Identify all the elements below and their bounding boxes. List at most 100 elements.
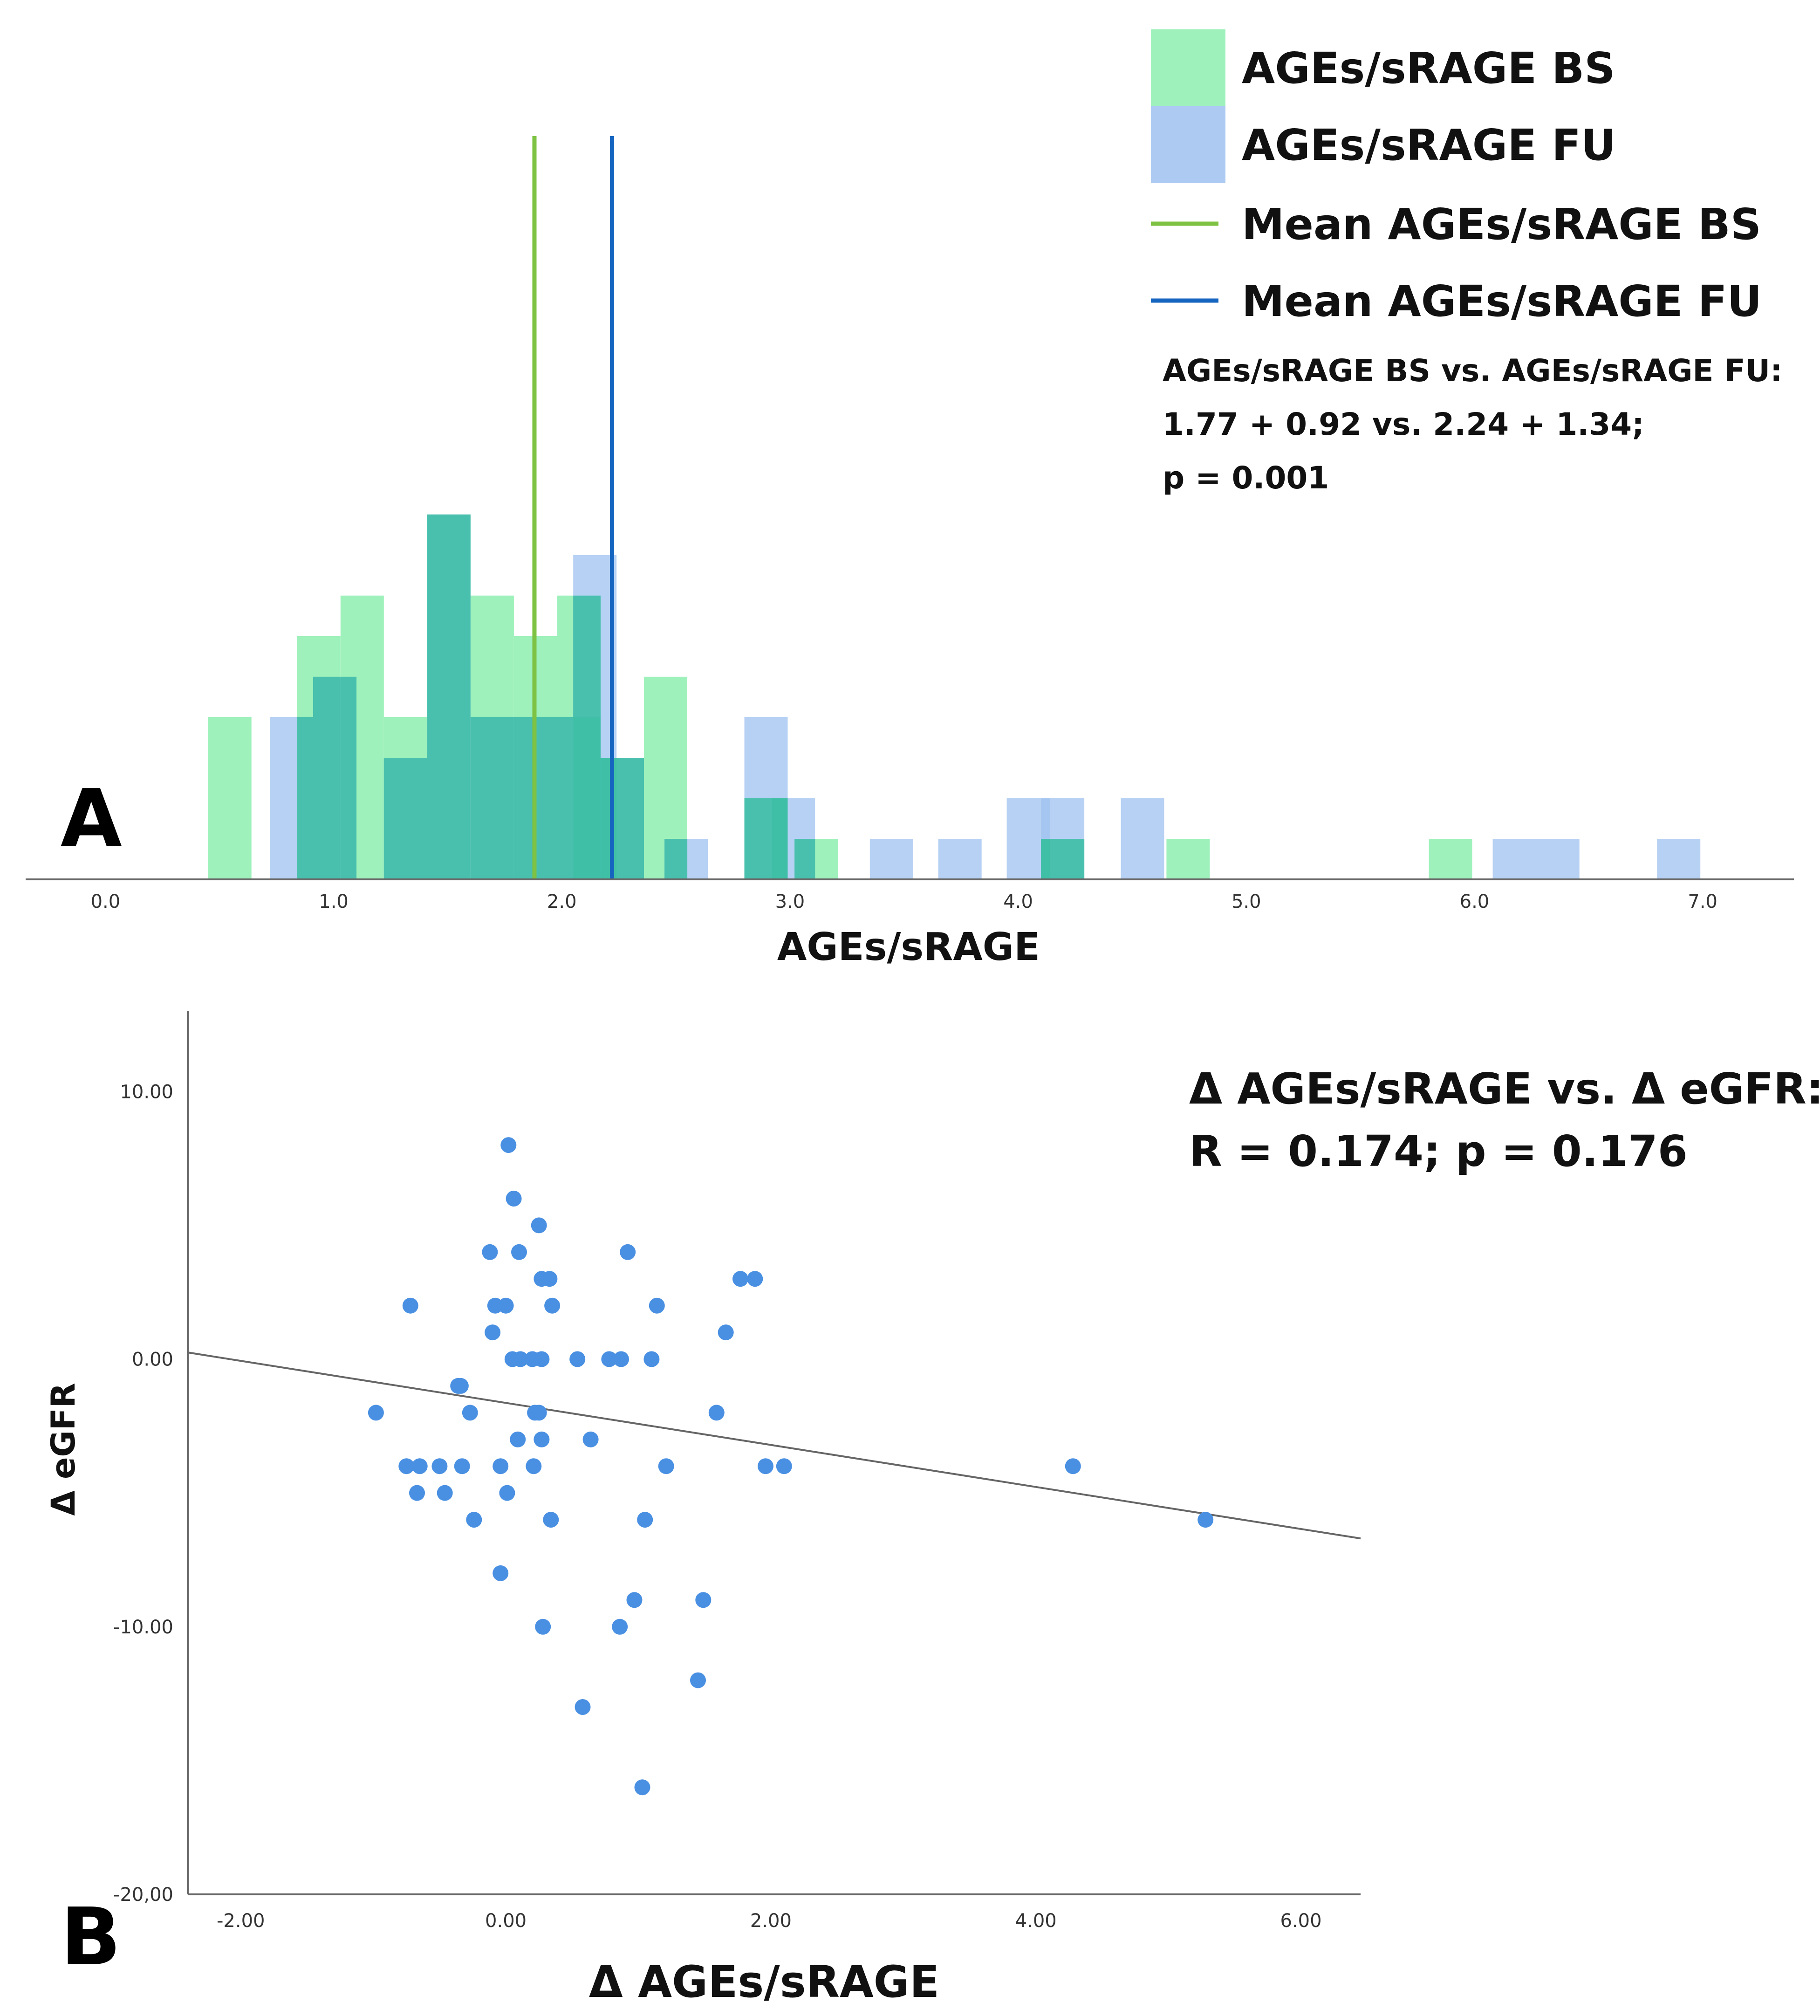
scatter-point: [620, 1244, 636, 1260]
scatter-point: [544, 1297, 561, 1314]
x-axis-title: Δ AGEs/sRAGE: [589, 1957, 939, 2008]
scatter-point: [409, 1485, 425, 1501]
scatter-point: [776, 1458, 792, 1474]
scatter-point: [690, 1672, 706, 1688]
mean-lines: [532, 136, 614, 879]
histogram-bar-fu: [1121, 798, 1164, 879]
histogram-bar-bs: [1429, 839, 1472, 879]
scatter-point: [398, 1458, 415, 1474]
scatter-point: [402, 1297, 418, 1314]
scatter-point: [499, 1485, 515, 1501]
x-tick-label: 4.00: [1015, 1910, 1057, 1932]
scatter-point: [708, 1405, 725, 1421]
scatter-point: [493, 1458, 509, 1474]
comparison-annotation: AGEs/sRAGE BS vs. AGEs/sRAGE FU: 1.77 + …: [1163, 344, 1783, 505]
scatter-point: [482, 1244, 498, 1260]
annotation-line-3: p = 0.001: [1163, 460, 1329, 496]
x-tick-label: 1.0: [319, 891, 349, 912]
scatter-point: [526, 1458, 542, 1474]
scatter-point: [466, 1512, 482, 1528]
histogram-bar-fu: [869, 839, 913, 879]
scatter-point: [758, 1458, 773, 1474]
scatter-point: [511, 1244, 527, 1260]
legend-label: AGEs/sRAGE FU: [1242, 120, 1616, 170]
scatter-point: [569, 1351, 586, 1367]
x-tick-label: 3.0: [775, 891, 805, 912]
x-tick-label: 6.0: [1460, 891, 1490, 912]
scatter-point: [462, 1405, 478, 1421]
scatter-point: [452, 1378, 469, 1394]
regression-line: [187, 1351, 1361, 1540]
scatter-point: [500, 1137, 517, 1153]
scatter-point: [582, 1431, 599, 1447]
annotation-line-1: Δ AGEs/sRAGE vs. Δ eGFR:: [1189, 1064, 1820, 1114]
scatter-point: [506, 1191, 522, 1207]
legend-swatch-fu: [1151, 106, 1225, 183]
y-tick-label: -10.00: [113, 1617, 173, 1638]
x-tick-labels: -2.00 0.00 2.00 4.00 6.00: [217, 1910, 1322, 1932]
annotation-line-2: 1.77 + 0.92 vs. 2.24 + 1.34;: [1163, 406, 1644, 442]
legend-label: AGEs/sRAGE BS: [1242, 43, 1615, 93]
x-tick-label: 0.0: [91, 891, 121, 912]
x-axis-title: AGEs/sRAGE: [777, 925, 1040, 969]
scatter-point: [695, 1592, 712, 1608]
scatter-point: [512, 1351, 528, 1367]
histogram-overlap: [427, 514, 471, 879]
scatter-point: [485, 1324, 501, 1341]
x-tick-labels: 0.0 1.0 2.0 3.0 4.0 5.0 6.0 7.0: [91, 891, 1717, 912]
histogram-overlap: [794, 839, 815, 879]
x-tick-label: -2.00: [217, 1910, 265, 1932]
scatter-point: [368, 1405, 384, 1421]
scatter-point: [437, 1485, 453, 1501]
scatter-point: [613, 1351, 629, 1367]
panel-b: 10.00 0.00 -10.00 -20,00 -2.00 0.00 2.00 4.00 6…: [44, 1011, 1361, 2008]
histogram-overlap: [664, 839, 688, 879]
histogram-overlap: [1041, 839, 1085, 879]
scatter-point: [541, 1271, 558, 1287]
histogram-overlap: [470, 717, 514, 879]
scatter-point: [718, 1324, 734, 1341]
scatter-point: [649, 1297, 665, 1314]
scatter-point: [1065, 1458, 1081, 1474]
scatter-point: [634, 1779, 650, 1796]
x-tick-label: 5.0: [1232, 891, 1261, 912]
legend: AGEs/sRAGE BS AGEs/sRAGE FU Mean AGEs/sRAG…: [1151, 29, 1762, 326]
scatter-point: [431, 1458, 448, 1474]
scatter-point: [534, 1351, 550, 1367]
histogram-bar-fu: [1492, 839, 1536, 879]
histogram-overlap: [340, 677, 357, 879]
scatter-point: [498, 1297, 514, 1314]
legend-swatch-bs: [1151, 29, 1225, 106]
x-tick-label: 4.0: [1003, 891, 1033, 912]
histogram-overlap: [383, 758, 427, 879]
histogram-bar-bs: [1166, 839, 1210, 879]
scatter-points: [368, 1137, 1214, 1796]
histogram-overlap: [297, 717, 313, 879]
scatter-point: [531, 1405, 547, 1421]
x-tick-label: 0.00: [485, 1910, 527, 1932]
histogram-bar-bs: [208, 717, 252, 879]
scatter-point: [658, 1458, 674, 1474]
histogram-bar-fu: [938, 839, 982, 879]
histogram-overlap: [601, 758, 644, 879]
scatter-point: [612, 1618, 628, 1635]
scatter-point: [575, 1699, 591, 1715]
scatter-point: [626, 1592, 643, 1608]
panel-label: A: [61, 773, 122, 865]
x-tick-label: 6.00: [1280, 1910, 1321, 1932]
panel-label: B: [61, 1891, 121, 1983]
legend-label: Mean AGEs/sRAGE BS: [1242, 199, 1761, 249]
x-tick-label: 7.0: [1688, 891, 1717, 912]
y-tick-label: 0.00: [132, 1349, 173, 1371]
scatter-point: [637, 1512, 653, 1528]
y-tick-label: -20,00: [113, 1884, 173, 1906]
scatter-point: [411, 1458, 428, 1474]
histogram-overlap: [772, 798, 788, 879]
annotation-line-2: R = 0.174; p = 0.176: [1189, 1126, 1688, 1176]
scatter-point: [643, 1351, 660, 1367]
scatter-point: [510, 1431, 526, 1447]
scatter-point: [493, 1565, 509, 1581]
annotation-line-1: AGEs/sRAGE BS vs. AGEs/sRAGE FU:: [1163, 353, 1783, 389]
scatter-point: [535, 1618, 551, 1635]
